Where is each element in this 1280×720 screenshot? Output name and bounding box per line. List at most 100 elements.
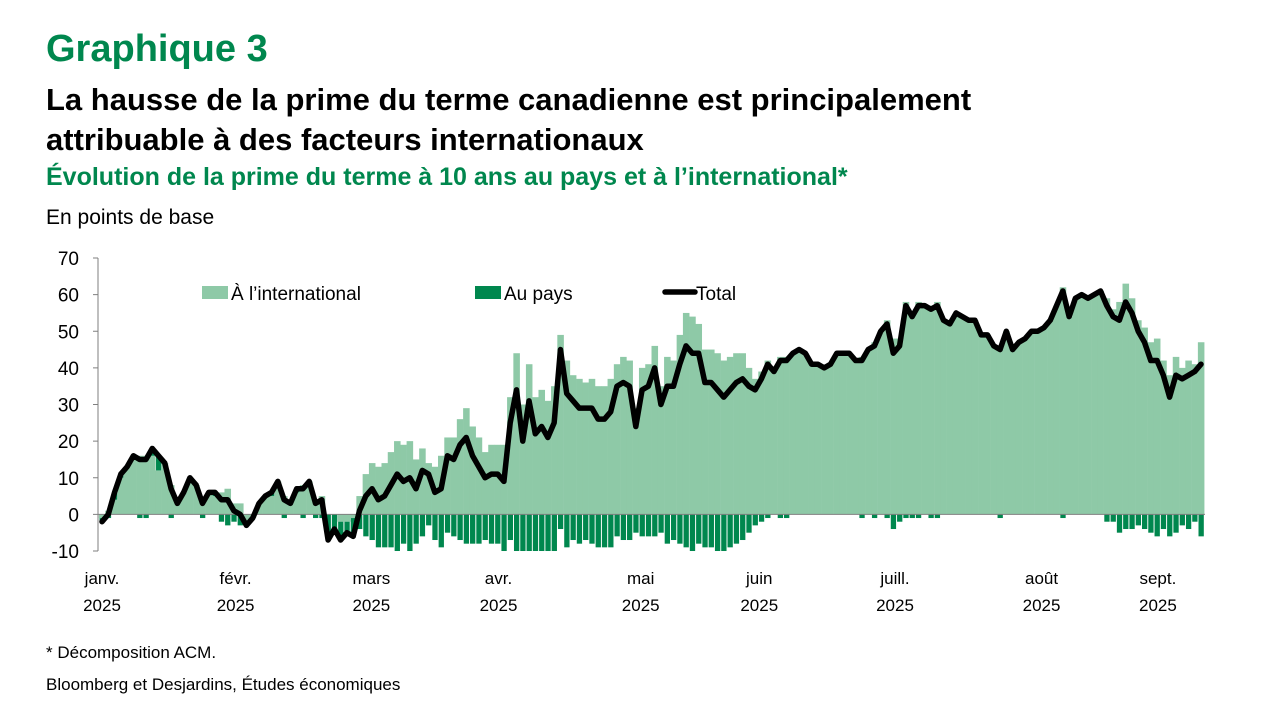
bar-international (1091, 294, 1098, 515)
bar-domestic (664, 514, 671, 544)
bar-domestic (1116, 514, 1123, 533)
bar-international (1147, 342, 1155, 515)
bar-domestic (570, 514, 576, 541)
bar-international (990, 345, 998, 515)
bar-international (833, 353, 841, 515)
total-line-layer (99, 288, 1204, 543)
x-tick-label-year: 2025 (352, 596, 390, 615)
bar-domestic (576, 514, 583, 544)
bar-domestic (344, 521, 350, 533)
bar-international (211, 496, 219, 515)
bar-international (1053, 305, 1060, 515)
bar-international (1015, 342, 1023, 515)
x-tick-label-month: sept. (1139, 569, 1176, 588)
bar-domestic (708, 514, 714, 548)
bar-international (350, 514, 357, 519)
bar-domestic (451, 514, 457, 537)
y-tick-label: 0 (68, 505, 79, 526)
bar-international (915, 301, 922, 515)
bar-domestic (1173, 514, 1179, 533)
bar-domestic (545, 514, 551, 552)
bar-domestic (231, 514, 237, 522)
bar-international (525, 364, 533, 515)
bar-international (959, 316, 966, 515)
bar-international (507, 397, 514, 515)
bar-international (921, 305, 929, 515)
bar-domestic (1104, 514, 1110, 522)
bar-international (927, 305, 935, 515)
bar-domestic (1198, 514, 1204, 537)
bar-international (149, 455, 156, 515)
bar-international (519, 404, 527, 515)
bar-international (613, 364, 621, 515)
bar-domestic (432, 514, 438, 541)
bar-international (1097, 290, 1104, 515)
bar-international (205, 492, 213, 515)
bar-international (852, 360, 860, 515)
bar-international (1191, 364, 1199, 515)
bar-international (620, 356, 627, 515)
bar-international (1116, 301, 1123, 515)
bar-international (1103, 298, 1111, 515)
bar-international (582, 382, 589, 515)
bar-international (607, 378, 615, 515)
bar-domestic (300, 514, 306, 519)
bar-domestic (488, 514, 495, 544)
bar-international (1022, 338, 1029, 515)
bar-international (1040, 327, 1048, 515)
bar-international (1122, 283, 1130, 515)
bar-domestic (495, 514, 501, 544)
bar-international (180, 492, 188, 515)
bar-domestic (884, 514, 890, 519)
bar-international (808, 364, 816, 515)
bar-international (481, 452, 489, 515)
bar-international (268, 496, 275, 515)
bar-international (1028, 331, 1035, 515)
bar-international (450, 437, 458, 515)
axes: 70 60 50 40 30 20 10 0 -10 janv. 2025 févr. 2025 mars… (52, 249, 1205, 615)
bar-international (1135, 320, 1142, 515)
bar-international (877, 331, 885, 515)
bar-domestic (513, 514, 520, 552)
bar-international (934, 301, 941, 515)
bar-international (538, 389, 546, 515)
bar-domestic (758, 514, 765, 522)
bar-international (601, 386, 608, 515)
bar-domestic (1148, 514, 1154, 533)
bar-domestic (645, 514, 652, 537)
bar-domestic (156, 455, 162, 471)
bar-international (274, 481, 282, 515)
bar-domestic (331, 514, 338, 530)
bar-domestic (714, 514, 721, 552)
bar-international (124, 466, 131, 515)
bar-domestic (501, 514, 507, 552)
bar-domestic (897, 514, 903, 522)
bar-international (733, 353, 740, 515)
bar-domestic (859, 514, 865, 519)
bar-domestic (539, 514, 545, 552)
bar-international (783, 356, 790, 515)
bar-domestic (218, 514, 225, 522)
bar-domestic (997, 514, 1003, 519)
bar-international (381, 463, 389, 515)
bar-international (544, 400, 552, 515)
bar-international (739, 353, 746, 515)
bar-domestic (426, 514, 432, 526)
x-tick-label-month: févr. (220, 569, 252, 588)
bar-domestic (1110, 514, 1116, 522)
x-tick-label-year: 2025 (1139, 596, 1177, 615)
bar-international (1141, 327, 1148, 515)
bar-domestic (733, 514, 740, 544)
chart-subtitle: Évolution de la prime du terme à 10 ans … (46, 163, 848, 191)
x-tick-label-month: mars (352, 569, 390, 588)
bar-domestic (608, 514, 614, 548)
bar-domestic (652, 514, 658, 537)
bar-domestic (388, 514, 394, 548)
bar-international (651, 345, 659, 515)
bar-international (777, 356, 784, 515)
bar-international (726, 356, 734, 515)
bar-international (846, 353, 853, 515)
bar-domestic (1185, 514, 1192, 530)
bar-international (814, 364, 822, 515)
legend-item-international-label: À l’international (231, 284, 361, 305)
